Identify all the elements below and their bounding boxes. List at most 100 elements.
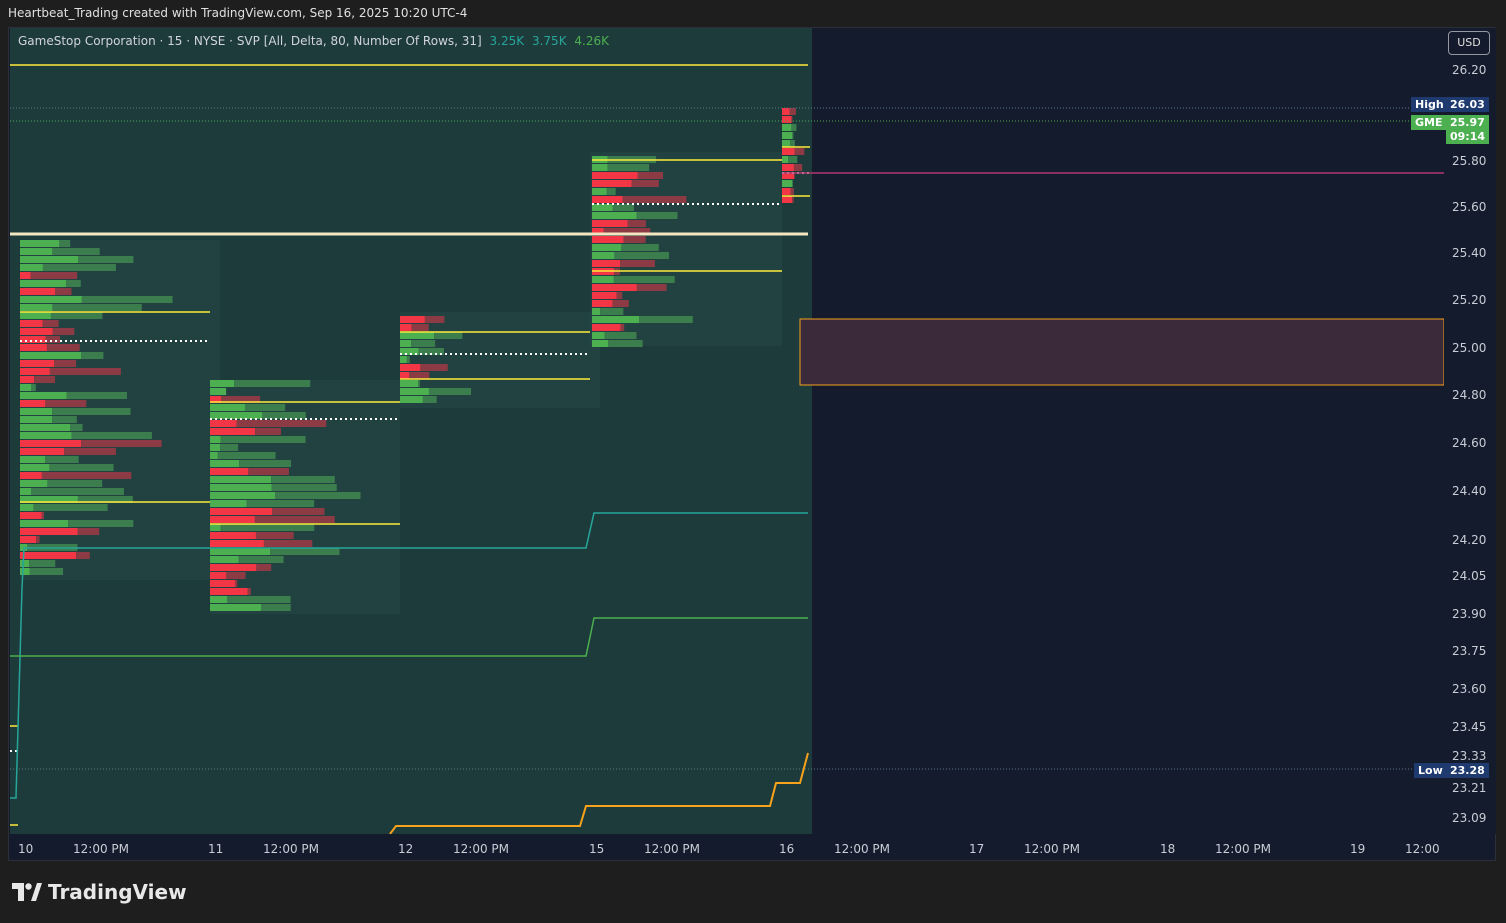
- profile-bar: [20, 336, 46, 343]
- profile-bar: [20, 440, 82, 447]
- profile-bar: [210, 532, 256, 539]
- profile-bar: [592, 220, 628, 227]
- profile-bar: [52, 304, 142, 311]
- profile-bar: [210, 556, 239, 563]
- tradingview-logo[interactable]: TradingView: [12, 880, 187, 904]
- profile-bar: [54, 360, 77, 367]
- price-label: 25.20: [1452, 293, 1487, 307]
- profile-bar: [600, 308, 624, 315]
- profile-bar: [65, 280, 81, 287]
- profile-bar: [20, 488, 32, 495]
- profile-bar: [434, 332, 463, 339]
- time-axis[interactable]: 10 12:00 PM 11 12:00 PM 12 12:00 PM 15 1…: [10, 836, 1444, 860]
- profile-bar: [238, 556, 284, 563]
- last-price-tag: 25.97: [1446, 115, 1489, 130]
- profile-bar: [81, 296, 173, 303]
- indicator-legend[interactable]: GameStop Corporation · 15 · NYSE · SVP […: [18, 34, 609, 48]
- profile-bar: [41, 472, 132, 479]
- profile-bar: [49, 464, 114, 471]
- price-label: 23.09: [1452, 811, 1487, 825]
- profile-bar: [210, 412, 263, 419]
- profile-bar: [400, 364, 421, 371]
- profile-bar: [782, 180, 793, 187]
- price-label: 23.75: [1452, 644, 1487, 658]
- profile-bar: [792, 196, 794, 203]
- legend-title: GameStop Corporation · 15 · NYSE · SVP […: [18, 34, 482, 48]
- profile-bar: [20, 392, 67, 399]
- profile-bar: [210, 500, 247, 507]
- profile-bar: [782, 116, 792, 123]
- high-tag-label: High: [1411, 97, 1448, 112]
- profile-bar: [20, 400, 46, 407]
- profile-bar: [592, 188, 607, 195]
- profile-bar: [210, 484, 272, 491]
- time-label: 10: [18, 842, 34, 856]
- profile-bar: [33, 504, 108, 511]
- orange-trend-line: [389, 752, 809, 834]
- profile-bar: [620, 260, 655, 267]
- profile-bar: [210, 572, 227, 579]
- profile-bar: [220, 524, 315, 531]
- profile-bar: [592, 252, 615, 259]
- profile-bar: [20, 520, 69, 527]
- profile-bar: [400, 356, 407, 363]
- price-label: 23.60: [1452, 682, 1487, 696]
- profile-bar: [428, 388, 472, 395]
- profile-bar: [613, 276, 675, 283]
- profile-bar: [607, 164, 650, 171]
- profile-bar: [782, 188, 791, 195]
- price-scale[interactable]: 26.20 25.80 25.60 25.40 25.20 25.00 24.8…: [1444, 28, 1496, 834]
- time-label: 17: [969, 842, 985, 856]
- profile-bar: [210, 548, 271, 555]
- profile-bar: [270, 548, 340, 555]
- profile-bar: [30, 272, 78, 279]
- profile-bar: [52, 408, 131, 415]
- profile-bar: [20, 416, 53, 423]
- profile-bar: [20, 552, 77, 559]
- symbol-tag: GME: [1411, 115, 1447, 130]
- profile-bar: [20, 472, 42, 479]
- chart-plot-area[interactable]: GameStop Corporation · 15 · NYSE · SVP […: [10, 28, 1444, 834]
- profile-bar: [592, 340, 609, 347]
- time-label: 16: [779, 842, 795, 856]
- profile-bar: [256, 564, 272, 571]
- profile-bar: [592, 172, 638, 179]
- price-label: 23.45: [1452, 720, 1487, 734]
- price-label: 23.21: [1452, 781, 1487, 795]
- profile-bar: [52, 248, 100, 255]
- profile-bar: [639, 316, 693, 323]
- profile-bar: [261, 604, 291, 611]
- currency-button[interactable]: USD: [1448, 31, 1490, 55]
- profile-bar: [20, 408, 53, 415]
- profile-bar: [210, 388, 227, 395]
- profile-bar: [245, 404, 286, 411]
- profile-bar: [616, 292, 623, 299]
- price-label: 24.60: [1452, 436, 1487, 450]
- profile-bar: [210, 396, 222, 403]
- profile-bar: [210, 524, 221, 531]
- profile-bar: [272, 508, 325, 515]
- profile-bar: [31, 384, 36, 391]
- profile-bar: [210, 452, 218, 459]
- profile-bar: [782, 172, 795, 179]
- profile-bar: [41, 512, 45, 519]
- profile-bar: [20, 240, 60, 247]
- profile-bar: [20, 432, 72, 439]
- profile-bar: [636, 212, 678, 219]
- bar-countdown: 09:14: [1446, 129, 1490, 144]
- profile-bar: [790, 188, 794, 195]
- profile-bar: [592, 292, 617, 299]
- profile-bar: [592, 324, 621, 331]
- profile-bar: [592, 204, 613, 211]
- profile-bar: [271, 484, 337, 491]
- profile-bar: [20, 424, 71, 431]
- profile-bar: [420, 364, 448, 371]
- profile-bar: [210, 436, 221, 443]
- profile-bar: [20, 248, 53, 255]
- profile-bar: [236, 420, 327, 427]
- profile-bar: [262, 412, 306, 419]
- profile-bar: [54, 288, 72, 295]
- profile-bar: [271, 476, 335, 483]
- price-label: 23.90: [1452, 607, 1487, 621]
- profile-bar: [592, 300, 613, 307]
